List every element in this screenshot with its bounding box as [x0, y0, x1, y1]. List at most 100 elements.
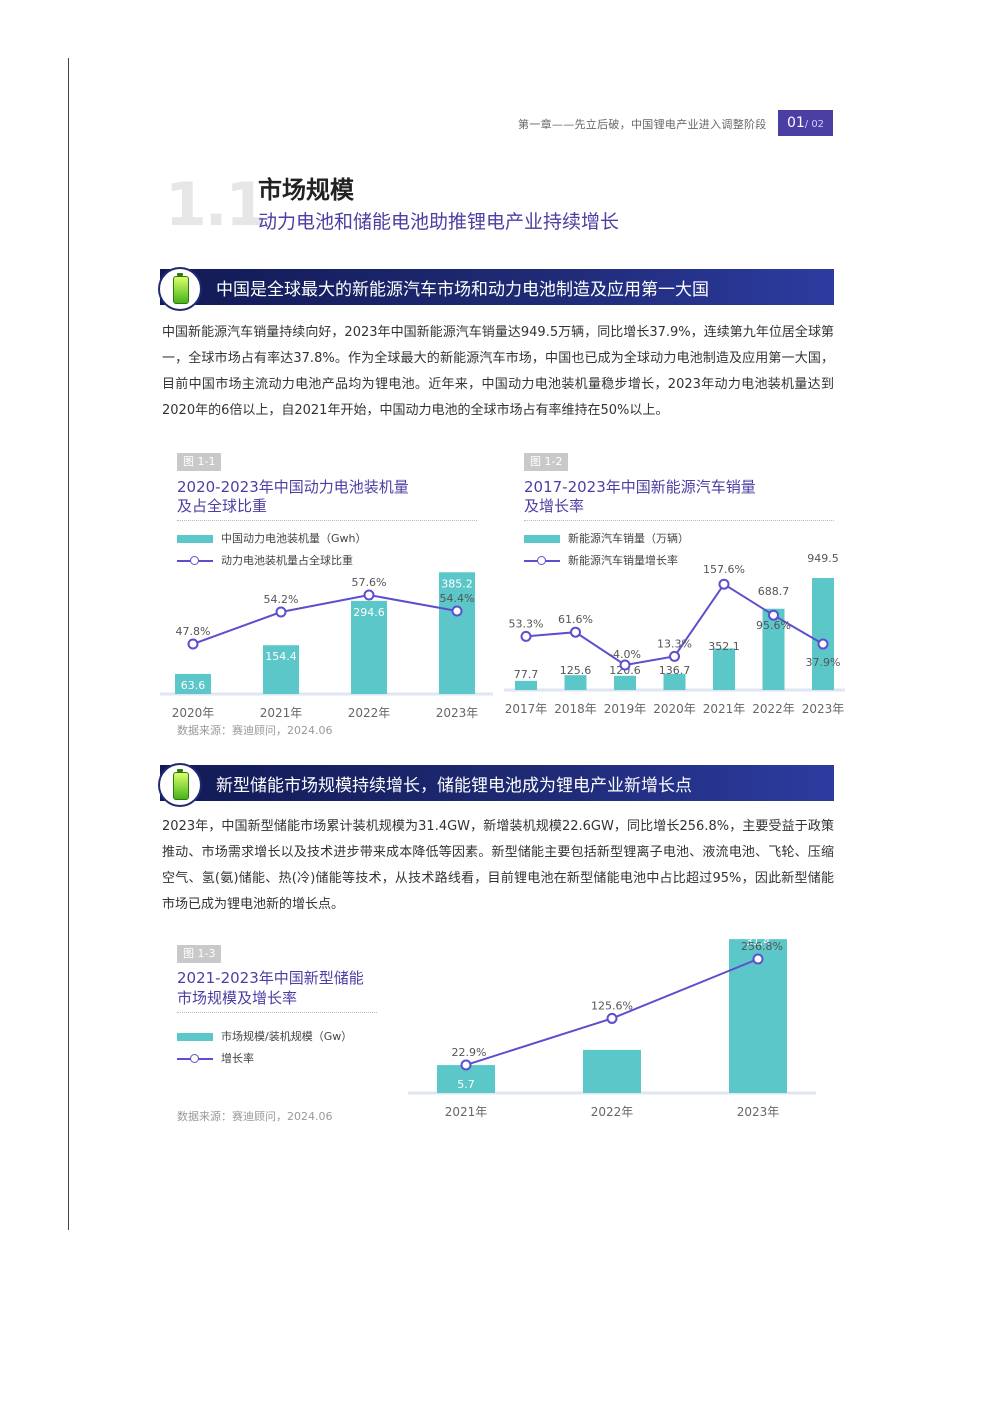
x-tick-label: 2022年	[591, 1105, 634, 1119]
x-tick-label: 2023年	[436, 706, 479, 720]
legend-line: 增长率	[177, 1050, 254, 1066]
line-value-label: 95.6%	[756, 619, 791, 632]
line-value-label: 37.9%	[806, 656, 841, 669]
bar	[351, 600, 387, 694]
chart-battery-installation: 63.6 154.4 294.6 385.2 47.8% 54.2% 57.6% 54.4% 2…	[160, 572, 493, 720]
line-point	[817, 638, 829, 650]
page-frame	[68, 58, 929, 1230]
legend-line-label: 增长率	[221, 1052, 254, 1065]
x-tick-label: 2021年	[703, 702, 746, 716]
banner-title: 新型储能市场规模持续增长，储能锂电池成为锂电产业新增长点	[216, 776, 692, 796]
line-point	[669, 650, 680, 662]
banner-title: 中国是全球最大的新能源汽车市场和动力电池制造及应用第一大国	[216, 280, 709, 300]
bar	[812, 577, 834, 690]
line-point	[460, 1059, 472, 1071]
legend-bar-label: 市场规模/装机规模（Gw）	[221, 1030, 353, 1043]
figure-tag: 图 1-1	[177, 453, 222, 471]
line-value-label: 61.6%	[558, 613, 593, 626]
chart-title-line2: 及占全球比重	[177, 497, 268, 515]
x-tick-label: 2017年	[505, 702, 548, 716]
line-value-label: 13.3%	[657, 637, 692, 650]
figure-tag: 图 1-3	[177, 945, 222, 963]
bar-value-label: 5.7	[457, 1078, 475, 1091]
bar-value-label: 352.1	[708, 640, 740, 653]
chart-title-line2: 市场规模及增长率	[177, 989, 298, 1007]
bar-value-label: 688.7	[758, 585, 790, 598]
bar-value-label: 125.6	[560, 664, 592, 677]
x-tick-label: 2018年	[554, 702, 597, 716]
banner-ev-market: 中国是全球最大的新能源汽车市场和动力电池制造及应用第一大国	[158, 267, 834, 311]
page-number: 01/ 02	[778, 110, 833, 136]
legend-line: 新能源汽车销量增长率	[524, 552, 678, 568]
bar	[439, 572, 475, 694]
chart-nev-sales: 77.7125.6120.6136.7352.1688.7949.553.3%6…	[504, 552, 845, 716]
x-tick-label: 2023年	[802, 702, 845, 716]
legend-bar-swatch	[177, 535, 213, 543]
bar-value-label: 63.6	[181, 679, 206, 692]
figure-tag: 图 1-2	[524, 453, 569, 471]
chart-title-line1: 2020-2023年中国动力电池装机量	[177, 478, 409, 496]
legend-line-label: 动力电池装机量占全球比重	[221, 554, 353, 567]
section-number: 1.1	[165, 170, 267, 240]
line-value-label: 54.2%	[264, 593, 299, 606]
section-title: 市场规模	[258, 176, 354, 204]
bar	[729, 939, 787, 1093]
line-value-label: 57.6%	[352, 576, 387, 589]
line-value-label: 53.3%	[509, 617, 544, 630]
line-value-label: 256.8%	[741, 940, 783, 953]
chart-title-line2: 及增长率	[524, 497, 585, 515]
line-point	[606, 1012, 618, 1024]
line-point	[451, 605, 463, 617]
line-point	[520, 630, 532, 642]
line-point	[768, 609, 779, 621]
line-value-label: 47.8%	[176, 625, 211, 638]
bar	[175, 673, 211, 694]
line-point	[752, 953, 764, 965]
battery-icon	[158, 267, 202, 311]
legend-line-swatch	[524, 556, 560, 566]
chart-source: 数据来源：赛迪顾问，2024.06	[177, 1110, 333, 1123]
legend-line-swatch	[177, 1054, 213, 1064]
section-subtitle: 动力电池和储能电池助推锂电产业持续增长	[258, 211, 620, 233]
legend-bar-swatch	[524, 535, 560, 543]
growth-line	[192, 593, 458, 645]
line-point	[363, 589, 375, 601]
line-value-label: 157.6%	[703, 563, 745, 576]
legend-bar: 中国动力电池装机量（Gwh）	[177, 530, 367, 546]
x-tick-label: 2022年	[348, 706, 391, 720]
bar	[263, 645, 299, 694]
x-tick-label: 2020年	[172, 706, 215, 720]
banner-energy-storage: 新型储能市场规模持续增长，储能锂电池成为锂电产业新增长点	[158, 763, 834, 807]
line-point	[275, 606, 287, 618]
paragraph-ev: 中国新能源汽车销量持续向好，2023年中国新能源汽车销量达949.5万辆，同比增…	[162, 325, 834, 418]
bar-value-label: 77.7	[514, 668, 539, 681]
bar-value-label: 136.7	[659, 664, 691, 677]
page-number-main: 01	[786, 115, 805, 131]
chart-title-line1: 2021-2023年中国新型储能	[177, 969, 364, 987]
line-value-label: 125.6%	[591, 999, 633, 1012]
bar-value-label: 154.4	[265, 650, 297, 663]
chart-title-line1: 2017-2023年中国新能源汽车销量	[524, 478, 756, 496]
legend-bar-label: 中国动力电池装机量（Gwh）	[221, 532, 367, 545]
x-tick-label: 2020年	[653, 702, 696, 716]
bar-value-label: 294.6	[353, 606, 385, 619]
battery-icon	[158, 763, 202, 807]
legend-line-label: 新能源汽车销量增长率	[568, 554, 678, 567]
bar-value-label: 385.2	[441, 577, 473, 590]
legend-bar-swatch	[177, 1033, 213, 1041]
chapter-header: 第一章——先立后破，中国锂电产业进入调整阶段	[518, 118, 767, 131]
page-number-sub: / 02	[804, 119, 825, 130]
legend-bar: 市场规模/装机规模（Gw）	[177, 1028, 352, 1044]
line-point	[187, 638, 199, 650]
bar	[564, 675, 587, 690]
chart-source: 数据来源：赛迪顾问，2024.06	[177, 724, 333, 737]
line-value-label: 22.9%	[452, 1046, 487, 1059]
x-tick-label: 2021年	[445, 1105, 488, 1119]
line-point	[619, 659, 631, 671]
divider	[177, 520, 477, 521]
bar-value-label: 949.5	[807, 552, 839, 565]
x-tick-label: 2021年	[260, 706, 303, 720]
bar-value-label: 31.4	[746, 935, 771, 948]
legend-bar: 新能源汽车销量（万辆）	[524, 530, 689, 546]
line-value-label: 54.4%	[440, 592, 475, 605]
